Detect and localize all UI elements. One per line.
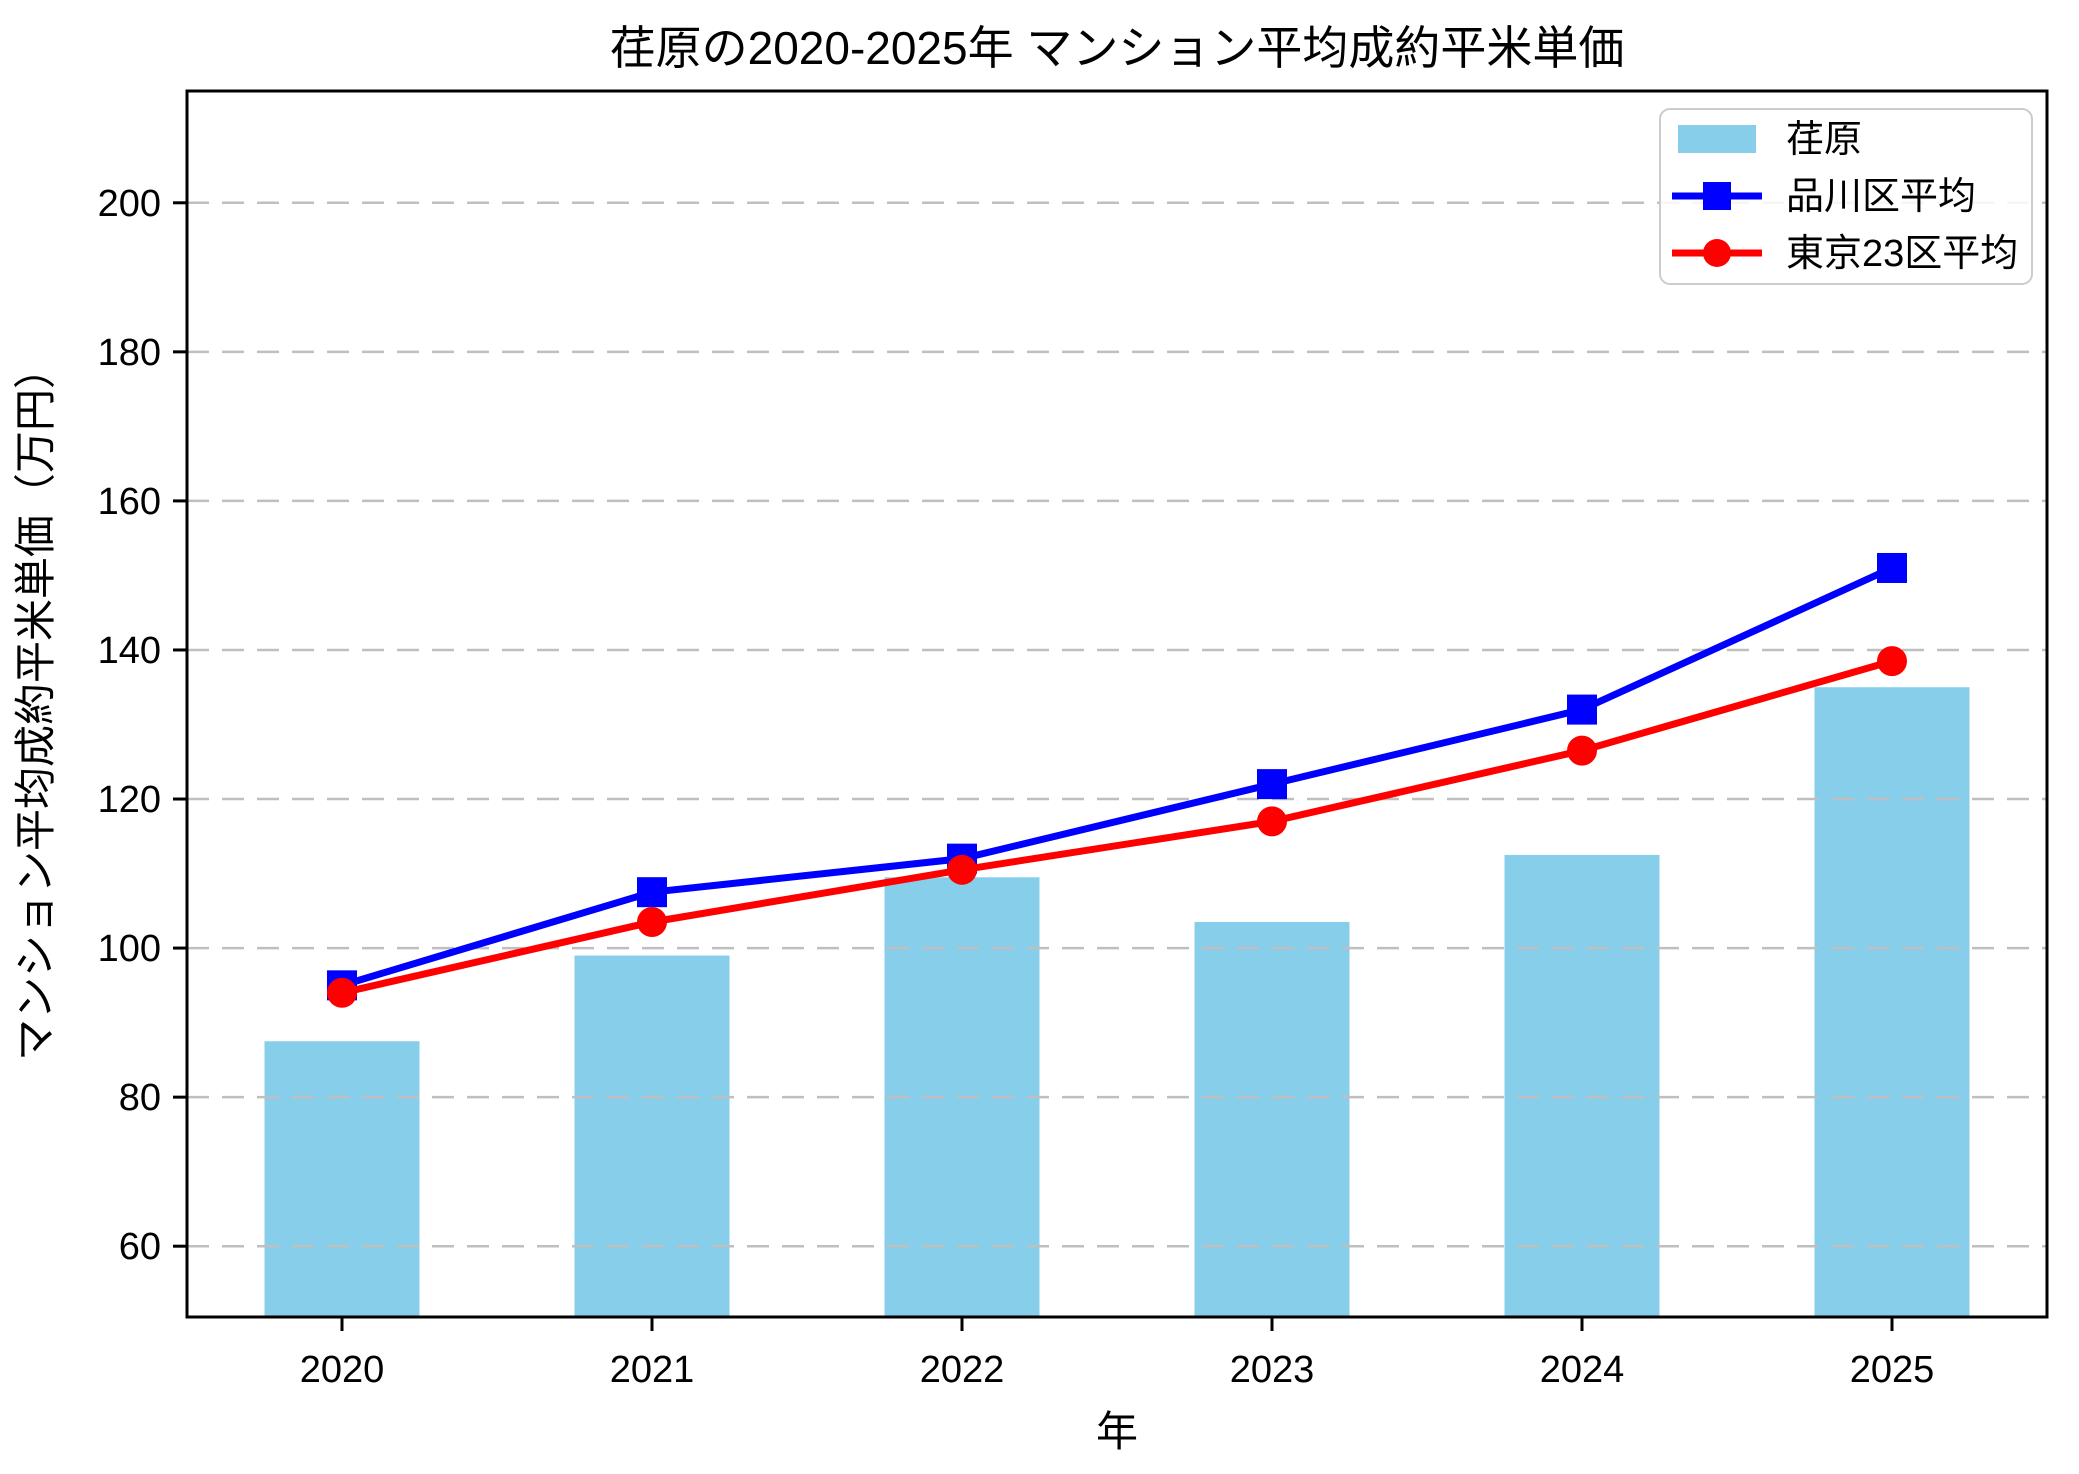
y-tick-label: 120	[98, 779, 161, 821]
legend-label: 品川区平均	[1786, 176, 1976, 218]
bar-2020	[264, 1041, 420, 1317]
plot-border	[185, 89, 2049, 1319]
circle-marker	[1567, 735, 1597, 766]
circle-marker	[637, 906, 667, 937]
legend-label: 東京23区平均	[1786, 233, 2018, 275]
legend-bar-swatch	[1678, 125, 1756, 153]
y-tick-label: 200	[98, 183, 161, 225]
line-series	[341, 657, 1893, 997]
x-tick-label: 2024	[1540, 1349, 1625, 1391]
y-tick-label: 180	[98, 332, 161, 374]
square-marker	[1877, 552, 1907, 583]
legend-label: 荏原	[1786, 119, 1862, 161]
circle-marker	[327, 977, 357, 1008]
x-tick-label: 2021	[610, 1349, 695, 1391]
square-marker	[1257, 769, 1287, 800]
x-axis-label: 年	[1095, 1408, 1138, 1455]
circle-marker	[947, 854, 977, 885]
square-marker	[1567, 694, 1597, 725]
square-marker	[637, 877, 667, 908]
chart-title: 荏原の2020-2025年 マンション平均成約平米単価	[609, 22, 1625, 74]
y-axis-label: マンション平均成約平米単価（万円）	[12, 347, 59, 1061]
y-tick-label: 140	[98, 630, 161, 672]
circle-marker	[1877, 646, 1907, 677]
y-tick-label: 100	[98, 928, 161, 970]
legend-circle-marker	[1703, 239, 1731, 267]
bar-2023	[1194, 921, 1350, 1317]
line-series	[340, 564, 1894, 989]
x-tick-label: 2023	[1230, 1349, 1315, 1391]
x-tick-label: 2025	[1850, 1349, 1935, 1391]
bar-2025	[1814, 687, 1970, 1317]
x-tick-label: 2022	[920, 1349, 1005, 1391]
legend-square-marker	[1703, 182, 1731, 210]
y-tick-label: 60	[119, 1226, 161, 1268]
bar-2021	[574, 955, 730, 1317]
y-tick-label: 160	[98, 481, 161, 523]
circle-marker	[1257, 806, 1287, 837]
x-tick-label: 2020	[300, 1349, 385, 1391]
bar-2024	[1504, 854, 1660, 1317]
y-tick-label: 80	[119, 1077, 161, 1119]
